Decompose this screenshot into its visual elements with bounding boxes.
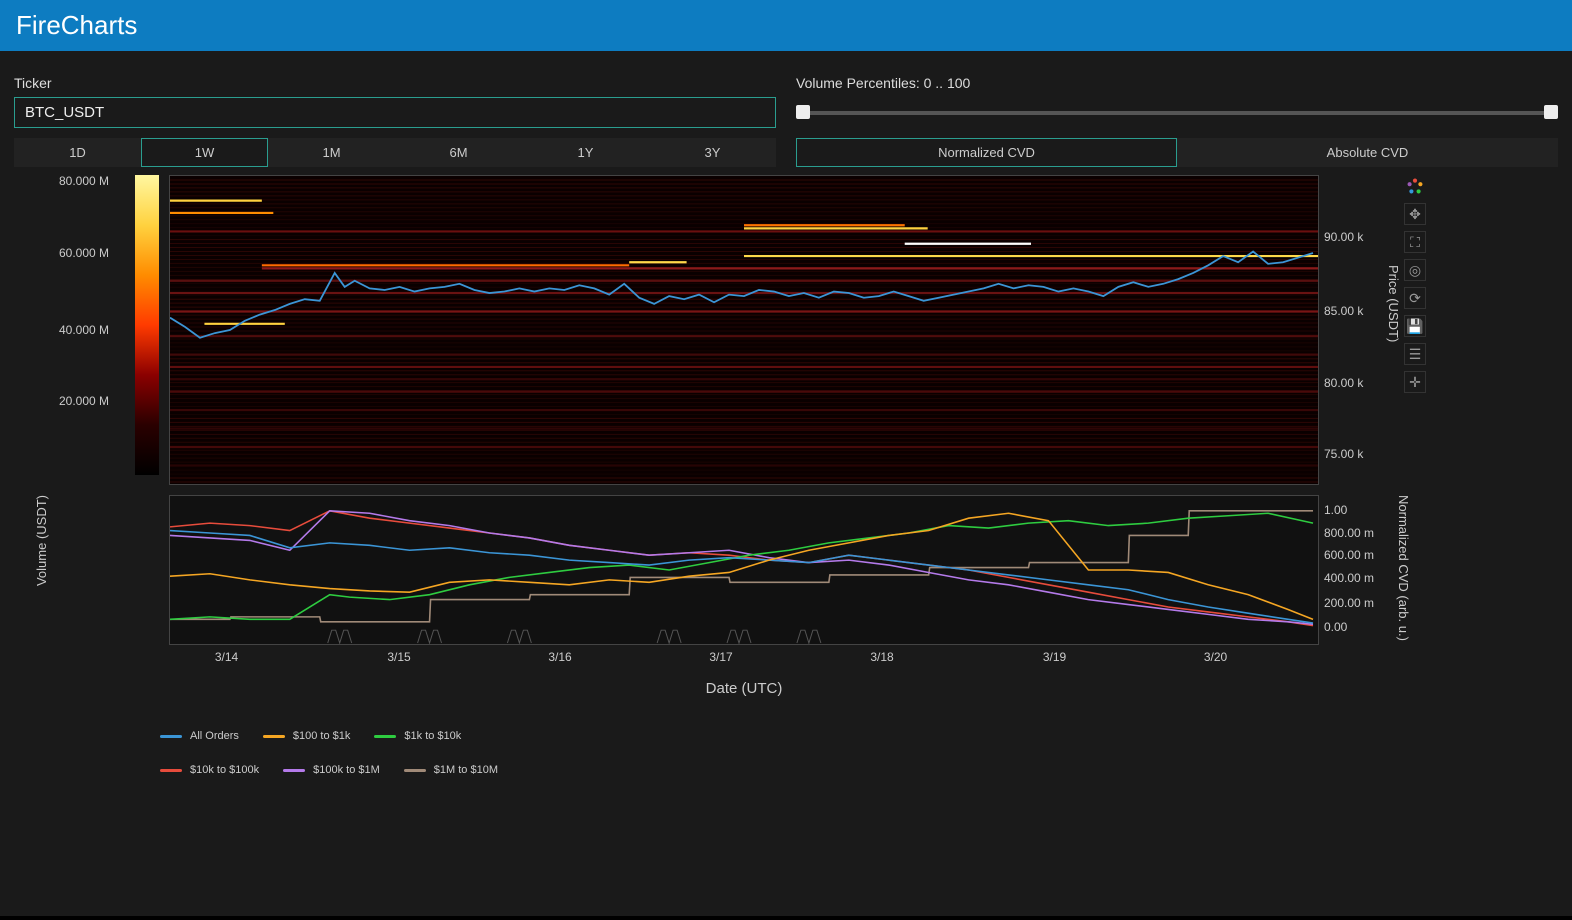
- cvd-axis: 1.00 800.00 m 600.00 m 400.00 m 200.00 m 0.00: [1324, 495, 1394, 645]
- cvd-tick: 800.00 m: [1324, 526, 1374, 540]
- cvd-tick: 200.00 m: [1324, 596, 1374, 610]
- legend-item-all[interactable]: All Orders: [160, 730, 239, 742]
- x-tick: 3/18: [870, 650, 893, 664]
- x-tick: 3/17: [709, 650, 732, 664]
- crosshair-icon[interactable]: ✛: [1404, 371, 1426, 393]
- chart-toolbar: ✥ ⛶ ◎ ⟳ 💾 ☰ ✛: [1404, 175, 1430, 393]
- cvd-tab-normalized-cvd[interactable]: Normalized CVD: [796, 138, 1177, 167]
- legend-swatch: [374, 735, 396, 738]
- cvd-series-all: [170, 531, 1313, 624]
- legend-item-s5[interactable]: $1M to $10M: [404, 764, 498, 776]
- x-axis: 3/14 3/15 3/16 3/17 3/18 3/19 3/20: [169, 650, 1319, 670]
- x-tick: 3/19: [1043, 650, 1066, 664]
- app-title: FireCharts: [16, 10, 137, 40]
- colorbar-tick: 20.000 M: [59, 394, 109, 408]
- price-axis: 90.00 k 85.00 k 80.00 k 75.00 k: [1324, 175, 1384, 485]
- price-tick: 90.00 k: [1324, 230, 1363, 244]
- cvd-series-s4: [170, 511, 1313, 624]
- cvd-tab-absolute-cvd[interactable]: Absolute CVD: [1177, 138, 1558, 167]
- reset-icon[interactable]: ⟳: [1404, 287, 1426, 309]
- cvd-mode-tabs: Normalized CVDAbsolute CVD: [796, 138, 1558, 167]
- pan-icon[interactable]: ✥: [1404, 203, 1426, 225]
- legend-item-s2[interactable]: $1k to $10k: [374, 730, 461, 742]
- time-tab-1m[interactable]: 1M: [268, 138, 395, 167]
- cvd-chart[interactable]: [169, 495, 1319, 645]
- x-tick: 3/14: [215, 650, 238, 664]
- cvd-axis-label: Normalized CVD (arb. u.): [1396, 495, 1411, 641]
- time-range-tabs: 1D1W1M6M1Y3Y: [14, 138, 776, 167]
- x-axis-label: Date (UTC): [169, 680, 1319, 697]
- ticker-input[interactable]: [14, 97, 776, 128]
- cvd-tick: 0.00: [1324, 620, 1347, 634]
- cvd-legend: All Orders $100 to $1k $1k to $10k $10k to …: [160, 730, 960, 798]
- cvd-tick: 600.00 m: [1324, 548, 1374, 562]
- legend-swatch: [160, 769, 182, 772]
- x-tick: 3/15: [387, 650, 410, 664]
- wheel-zoom-icon[interactable]: ◎: [1404, 259, 1426, 281]
- legend-label: $100 to $1k: [293, 730, 351, 742]
- hover-icon[interactable]: ☰: [1404, 343, 1426, 365]
- time-tab-6m[interactable]: 6M: [395, 138, 522, 167]
- chart-stage: 80.000 M 60.000 M 40.000 M 20.000 M Volume …: [14, 175, 1558, 735]
- colorbar-tick: 60.000 M: [59, 246, 109, 260]
- legend-swatch: [404, 769, 426, 772]
- x-tick: 3/16: [548, 650, 571, 664]
- time-tab-1y[interactable]: 1Y: [522, 138, 649, 167]
- box-zoom-icon[interactable]: ⛶: [1404, 231, 1426, 253]
- cvd-series-s5: [170, 511, 1313, 622]
- price-heatmap-chart[interactable]: [169, 175, 1319, 485]
- price-tick: 80.00 k: [1324, 376, 1363, 390]
- legend-item-s3[interactable]: $10k to $100k: [160, 764, 259, 776]
- time-tab-1w[interactable]: 1W: [141, 138, 268, 167]
- legend-label: $100k to $1M: [313, 764, 380, 776]
- legend-item-s1[interactable]: $100 to $1k: [263, 730, 351, 742]
- legend-label: $10k to $100k: [190, 764, 259, 776]
- body: Ticker Volume Percentiles: 0 .. 100 1D1W…: [0, 51, 1572, 916]
- legend-item-s4[interactable]: $100k to $1M: [283, 764, 380, 776]
- volume-slider-label: Volume Percentiles: 0 .. 100: [796, 75, 1558, 91]
- legend-swatch: [263, 735, 285, 738]
- legend-label: $1M to $10M: [434, 764, 498, 776]
- cvd-tick: 1.00: [1324, 503, 1347, 517]
- legend-swatch: [283, 769, 305, 772]
- time-tab-1d[interactable]: 1D: [14, 138, 141, 167]
- volume-slider[interactable]: [796, 97, 1558, 125]
- time-tab-3y[interactable]: 3Y: [649, 138, 776, 167]
- price-axis-label: Price (USDT): [1386, 265, 1401, 342]
- controls-row: Ticker Volume Percentiles: 0 .. 100: [14, 75, 1558, 128]
- tabs-row: 1D1W1M6M1Y3Y Normalized CVDAbsolute CVD: [14, 138, 1558, 167]
- cvd-series-s2: [170, 513, 1313, 619]
- colorbar-tick: 80.000 M: [59, 174, 109, 188]
- legend-swatch: [160, 735, 182, 738]
- volume-colorbar: 80.000 M 60.000 M 40.000 M 20.000 M: [59, 175, 159, 485]
- colorbar-label: Volume (USDT): [34, 495, 49, 586]
- legend-label: $1k to $10k: [404, 730, 461, 742]
- cvd-tick: 400.00 m: [1324, 571, 1374, 585]
- ticker-label: Ticker: [14, 75, 776, 91]
- save-icon[interactable]: 💾: [1404, 315, 1426, 337]
- bokeh-logo-icon[interactable]: [1404, 175, 1426, 197]
- cvd-series-s1: [170, 513, 1313, 619]
- legend-label: All Orders: [190, 730, 239, 742]
- price-tick: 85.00 k: [1324, 304, 1363, 318]
- x-tick: 3/20: [1204, 650, 1227, 664]
- price-tick: 75.00 k: [1324, 447, 1363, 461]
- app-header: FireCharts: [0, 0, 1572, 51]
- colorbar-tick: 40.000 M: [59, 323, 109, 337]
